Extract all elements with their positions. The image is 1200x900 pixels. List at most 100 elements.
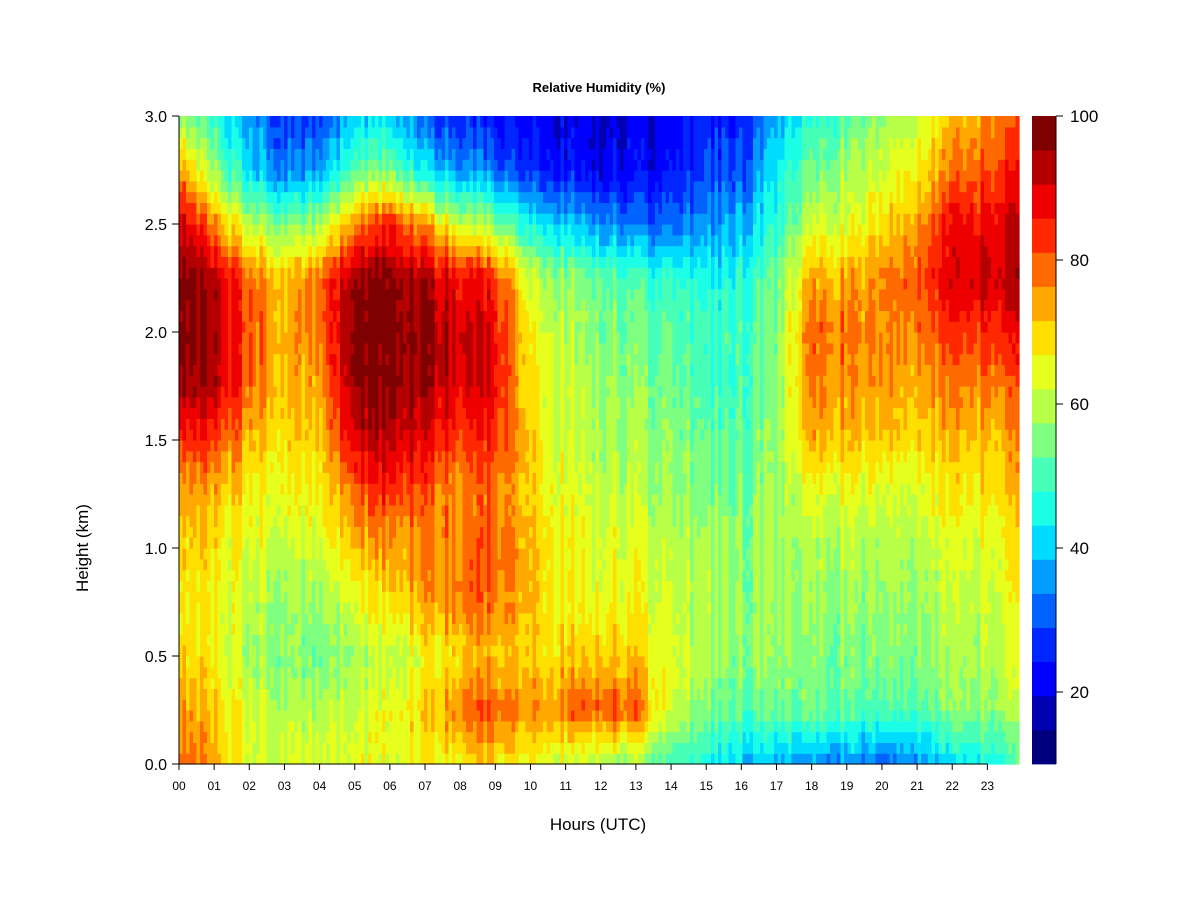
heatmap-cell [459,116,464,128]
heatmap-cell [350,202,355,214]
heatmap-cell [333,245,338,257]
heatmap-cell [329,353,334,365]
heatmap-cell [392,256,397,268]
heatmap-cell [277,213,282,225]
heatmap-cell [410,634,415,646]
heatmap-cell [301,180,306,193]
heatmap-cell [361,137,366,149]
heatmap-cell [217,375,222,387]
heatmap-cell [263,299,268,311]
heatmap-cell [322,677,327,689]
heatmap-cell [333,148,338,160]
heatmap-cell [420,656,425,668]
heatmap-cell [382,548,387,560]
heatmap-cell [217,418,222,430]
heatmap-cell [455,461,460,473]
heatmap-cell [420,602,425,614]
heatmap-cell [434,332,439,344]
heatmap-cell [291,321,296,333]
heatmap-cell [291,267,296,279]
heatmap-cell [357,180,362,193]
heatmap-cell [277,742,282,754]
heatmap-cell [445,612,450,625]
heatmap-cell [263,386,268,398]
heatmap-cell [214,537,219,549]
heatmap-cell [221,332,226,344]
heatmap-cell [333,720,338,733]
heatmap-cell [434,148,439,160]
heatmap-cell [256,418,261,430]
heatmap-cell [459,126,464,139]
heatmap-cell [238,580,243,592]
heatmap-cell [434,472,439,484]
heatmap-cell [301,753,306,765]
heatmap-cell [382,666,387,679]
heatmap-cell [399,472,404,484]
heatmap-cell [455,267,460,279]
heatmap-cell [193,656,198,668]
heatmap-cell [298,548,303,560]
heatmap-cell [277,504,282,517]
heatmap-cell [462,267,467,279]
heatmap-cell [441,278,446,290]
heatmap-cell [179,299,184,311]
heatmap-cell [301,364,306,376]
heatmap-cell [252,170,257,182]
heatmap-cell [424,429,429,441]
heatmap-cell [256,429,261,441]
heatmap-cell [326,548,331,560]
heatmap-cell [336,688,341,700]
heatmap-cell [466,288,471,301]
heatmap-cell [420,515,425,527]
heatmap-cell [364,170,369,182]
heatmap-cell [301,731,306,743]
heatmap-cell [354,375,359,387]
heatmap-cell [273,234,278,247]
heatmap-cell [259,116,264,128]
heatmap-cell [277,720,282,733]
heatmap-cell [382,137,387,149]
heatmap-cell [326,267,331,279]
heatmap-cell [406,720,411,733]
heatmap-cell [294,116,299,128]
heatmap-cell [445,526,450,538]
heatmap-cell [287,666,292,679]
heatmap-cell [280,180,285,193]
heatmap-cell [441,537,446,549]
heatmap-cell [343,180,348,193]
heatmap-cell [308,461,313,473]
heatmap-cell [301,494,306,506]
heatmap-cell [455,699,460,711]
heatmap-cell [235,429,240,441]
heatmap-cell [427,602,432,614]
heatmap-cell [210,753,215,765]
heatmap-cell [371,569,376,581]
heatmap-cell [252,612,257,625]
heatmap-cell [322,612,327,625]
heatmap-cell [455,548,460,560]
heatmap-cell [298,407,303,419]
heatmap-cell [242,429,247,441]
heatmap-cell [322,126,327,139]
heatmap-cell [410,116,415,128]
heatmap-cell [228,677,233,689]
heatmap-cell [284,504,289,517]
heatmap-cell [245,321,250,333]
heatmap-cell [427,159,432,171]
heatmap-cell [280,602,285,614]
heatmap-cell [284,537,289,549]
heatmap-cell [221,137,226,149]
heatmap-cell [214,386,219,398]
heatmap-cell [291,191,296,203]
heatmap-cell [438,202,443,214]
heatmap-cell [455,321,460,333]
heatmap-cell [266,332,271,344]
heatmap-cell [424,180,429,193]
heatmap-cell [424,353,429,365]
heatmap-cell [452,429,457,441]
heatmap-cell [245,386,250,398]
heatmap-cell [221,116,226,128]
heatmap-cell [305,504,310,517]
heatmap-cell [203,634,208,646]
heatmap-cell [294,386,299,398]
